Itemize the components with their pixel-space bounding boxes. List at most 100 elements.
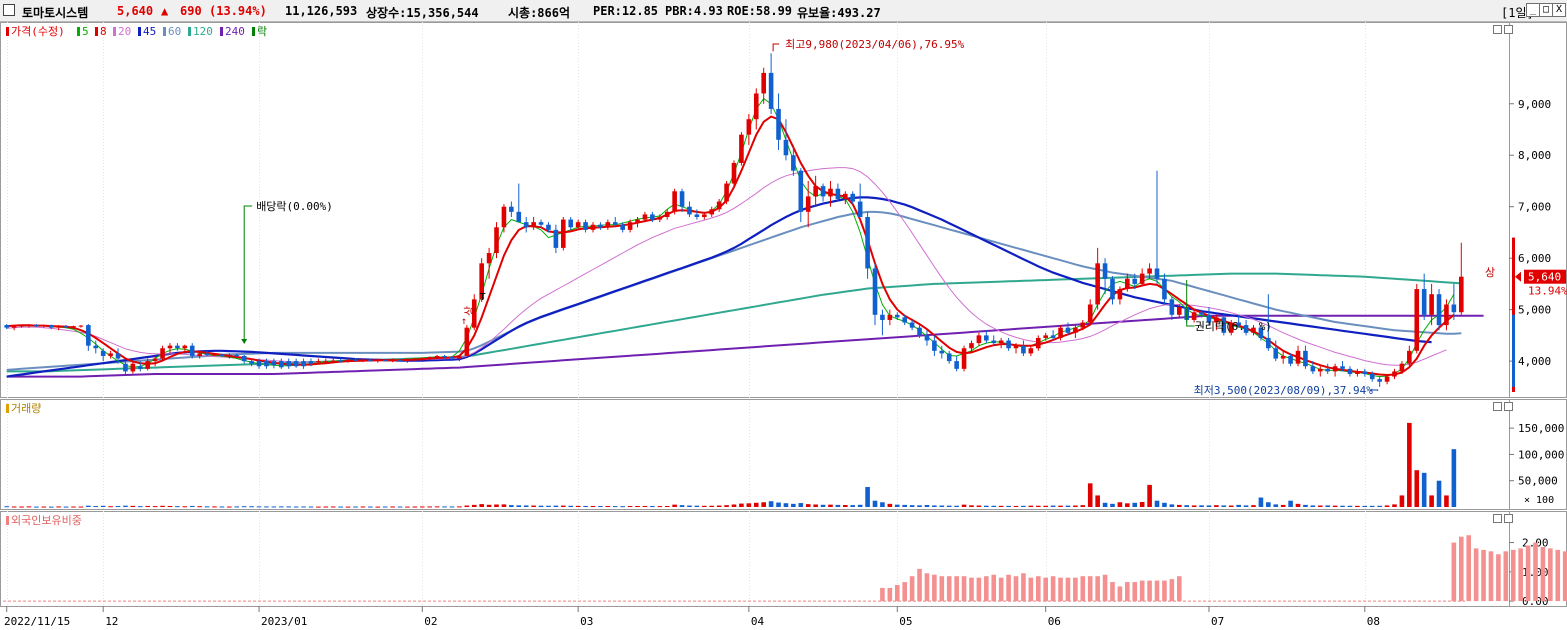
period-selector[interactable]: [1일] <box>1501 6 1534 20</box>
panel-minimize-button[interactable] <box>1493 402 1502 411</box>
candle-body <box>798 170 804 212</box>
candle <box>650 211 655 223</box>
candle <box>1006 337 1011 351</box>
close-button[interactable]: X <box>1552 3 1566 17</box>
stock-chart[interactable]: 4,000 5,000 6,000 7,000 8,000 9,000 최고9,980(20… <box>0 22 1567 630</box>
panel-close-button[interactable] <box>1504 25 1513 34</box>
candle-body <box>724 183 729 202</box>
foreign-bar <box>939 576 945 602</box>
maximize-button[interactable]: □ <box>1539 3 1553 17</box>
candle-body <box>731 162 737 184</box>
candle-body <box>857 201 863 217</box>
candle <box>627 219 633 233</box>
candle-body <box>590 224 596 230</box>
volume-bar <box>427 506 433 508</box>
candle-body <box>137 366 143 369</box>
candle-body <box>1251 327 1256 333</box>
candle-body <box>152 358 158 362</box>
candle-body <box>412 359 418 361</box>
legend-item-0: 가격(수정) <box>11 25 65 38</box>
volume-bar <box>464 505 470 507</box>
foreign-bar <box>1050 576 1056 602</box>
volume-bar <box>241 506 247 508</box>
volume-bar <box>813 504 818 507</box>
volume-bar <box>26 506 32 508</box>
candle-body <box>835 188 841 199</box>
volume-bar <box>605 506 611 508</box>
foreign-bar <box>1139 580 1145 602</box>
panel-close-button[interactable] <box>1504 514 1513 523</box>
candle-body <box>494 227 499 254</box>
legend-item-1: 5 <box>82 25 89 38</box>
candle <box>1258 325 1264 341</box>
candle <box>486 247 492 279</box>
x-tick-label: 05 <box>899 615 912 628</box>
panel-minimize-button[interactable] <box>1493 514 1502 523</box>
high-annotation: 최고9,980(2023/04/06),76.95% <box>785 38 965 51</box>
candle <box>249 358 254 367</box>
panel-close-button[interactable] <box>1504 402 1513 411</box>
candle-body <box>227 354 232 356</box>
candle-body <box>598 224 603 228</box>
foreign-bar <box>917 568 922 602</box>
volume-bar <box>219 506 225 508</box>
candle <box>1392 368 1397 380</box>
select-checkbox[interactable] <box>3 4 15 16</box>
candle-body <box>650 214 655 220</box>
foreign-bar <box>1525 545 1531 602</box>
candle <box>227 353 232 359</box>
volume-bar <box>78 506 84 508</box>
moving-average-ma120 <box>6 272 1462 373</box>
candle <box>1147 263 1152 279</box>
candle-body <box>1288 355 1293 364</box>
candle-body <box>924 335 930 341</box>
candle <box>1206 307 1212 326</box>
candle-body <box>1392 371 1397 377</box>
candle <box>1021 340 1026 356</box>
volume-bar <box>820 504 826 507</box>
candle <box>41 324 47 328</box>
candle <box>902 314 907 326</box>
candle-body <box>1028 348 1034 354</box>
volume-bar <box>1266 502 1271 507</box>
volume-bar <box>197 506 202 508</box>
price-tick-label: 8,000 <box>1518 149 1551 162</box>
volume-bar <box>382 506 388 508</box>
candle <box>716 198 722 212</box>
candle <box>316 358 321 364</box>
volume-bar <box>724 505 729 507</box>
candle-body <box>1050 335 1056 338</box>
x-tick-label: 08 <box>1367 615 1380 628</box>
volume-bar <box>1169 504 1175 507</box>
minimize-button[interactable]: _ <box>1526 3 1540 17</box>
candle-body <box>19 325 24 327</box>
candle <box>1043 332 1048 341</box>
candle-body <box>746 119 752 135</box>
volume-bar <box>731 504 737 507</box>
candle <box>1251 325 1256 336</box>
volume-bar <box>271 506 277 508</box>
x-tick-label: 03 <box>580 615 593 628</box>
candle <box>100 348 106 362</box>
candle <box>1444 299 1449 331</box>
candle-body <box>457 356 462 359</box>
candle-body <box>1362 371 1368 374</box>
volume-bar <box>368 506 373 508</box>
candle <box>1421 273 1427 320</box>
last-price-box <box>1524 269 1566 284</box>
rights-annotation-pct: %) <box>1259 320 1272 333</box>
volume-bar <box>664 506 670 508</box>
candle-body <box>160 348 165 359</box>
candle <box>360 358 366 363</box>
volume-bar <box>1102 502 1108 507</box>
candle-body <box>264 361 269 367</box>
volume-bar <box>1355 505 1360 507</box>
panel-minimize-button[interactable] <box>1493 25 1502 34</box>
candle-body <box>353 360 358 362</box>
candle-body <box>1347 368 1353 374</box>
candle-body <box>783 139 789 156</box>
candle-body <box>41 325 47 327</box>
candle <box>1154 170 1160 284</box>
price-tick-label: 5,000 <box>1518 304 1551 317</box>
candle <box>323 358 329 364</box>
